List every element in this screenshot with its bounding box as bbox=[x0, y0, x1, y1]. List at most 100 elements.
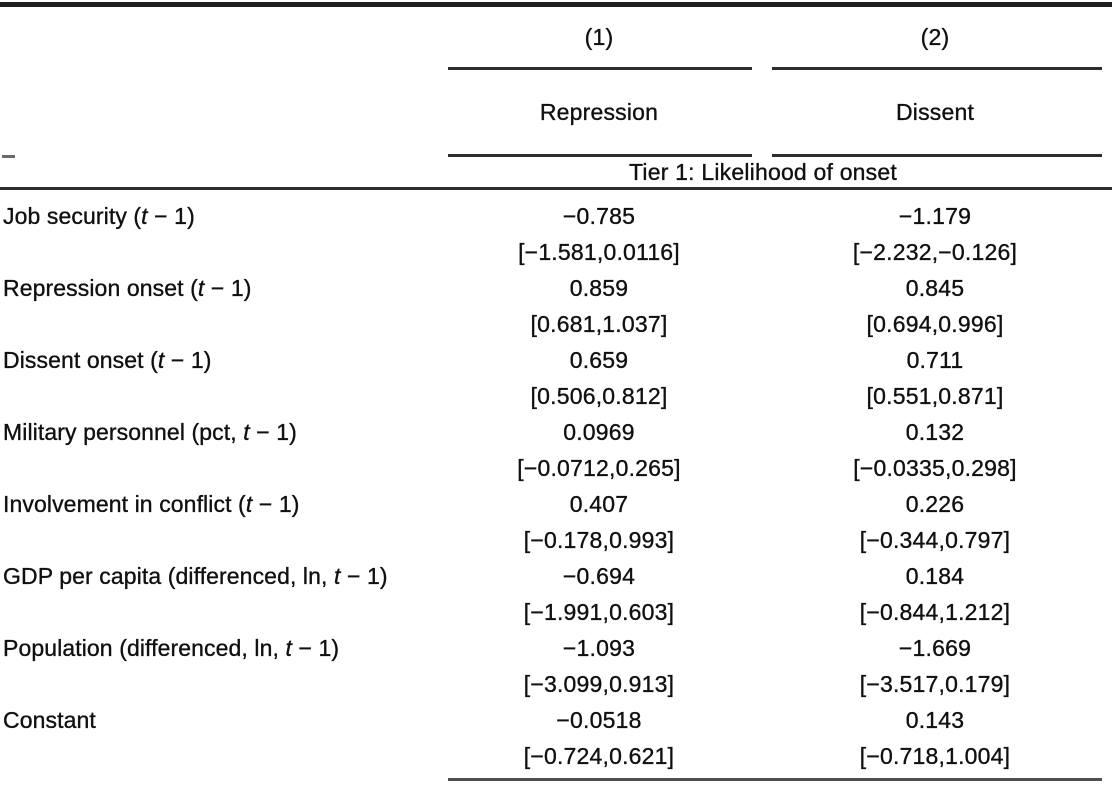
cell-model-1: 0.0969 [−0.0712,0.265] bbox=[440, 414, 758, 486]
table-row: Repression onset (t − 1) 0.859 [0.681,1.… bbox=[0, 270, 1112, 342]
scan-artifact-dash bbox=[2, 155, 15, 158]
row-label-text: − 1) bbox=[147, 203, 195, 229]
spacer bbox=[758, 67, 1112, 70]
row-label-variable: t bbox=[197, 275, 205, 301]
row-label: Repression onset (t − 1) bbox=[0, 270, 440, 342]
row-label-text: Military personnel (pct, bbox=[3, 419, 244, 445]
column-2-rule bbox=[772, 67, 1102, 70]
coefficient: −1.669 bbox=[898, 635, 972, 661]
coefficient: 0.659 bbox=[569, 347, 629, 373]
table-row: Involvement in conflict (t − 1) 0.407 [−… bbox=[0, 486, 1112, 558]
credible-interval: [−0.344,0.797] bbox=[859, 527, 1011, 553]
coefficient: 0.845 bbox=[905, 275, 965, 301]
table-top-rule bbox=[0, 2, 1112, 7]
row-label-text: Dissent onset ( bbox=[3, 347, 158, 373]
credible-interval: [−0.724,0.621] bbox=[523, 743, 675, 769]
cell-model-1: 0.407 [−0.178,0.993] bbox=[440, 486, 758, 558]
coefficient: −0.785 bbox=[562, 203, 636, 229]
row-label: Dissent onset (t − 1) bbox=[0, 342, 440, 414]
table-body: Job security (t − 1) −0.785 [−1.581,0.01… bbox=[0, 190, 1112, 774]
row-label: GDP per capita (differenced, ln, t − 1) bbox=[0, 558, 440, 630]
coefficient: 0.143 bbox=[905, 707, 965, 733]
model-1-number: (1) bbox=[584, 23, 614, 50]
table-bottom-rule-row bbox=[0, 778, 1112, 781]
table-row: Population (differenced, ln, t − 1) −1.0… bbox=[0, 630, 1112, 702]
table-row: GDP per capita (differenced, ln, t − 1) … bbox=[0, 558, 1112, 630]
spacer bbox=[758, 154, 1112, 157]
coefficient: −1.093 bbox=[562, 635, 636, 661]
row-label-text: Job security ( bbox=[3, 203, 142, 229]
coefficient: 0.859 bbox=[569, 275, 629, 301]
coefficient: 0.711 bbox=[906, 347, 964, 373]
credible-interval: [−1.581,0.0116] bbox=[518, 239, 680, 265]
row-label-text: Involvement in conflict ( bbox=[3, 491, 246, 517]
cell-model-2: −1.669 [−3.517,0.179] bbox=[758, 630, 1112, 702]
column-1-rule bbox=[448, 154, 752, 157]
dependent-variable-row: Repression Dissent bbox=[0, 70, 1112, 154]
row-label-text: Constant bbox=[3, 707, 96, 733]
cell-model-2: 0.226 [−0.344,0.797] bbox=[758, 486, 1112, 558]
cell-model-2: 0.711 [0.551,0.871] bbox=[758, 342, 1112, 414]
row-label-variable: t bbox=[157, 347, 165, 373]
row-label-variable: t bbox=[243, 419, 250, 445]
credible-interval: [−0.0335,0.298] bbox=[853, 455, 1017, 481]
model-number-row: (1) (2) bbox=[0, 7, 1112, 67]
credible-interval: [−0.718,1.004] bbox=[859, 743, 1011, 769]
coefficient: 0.226 bbox=[905, 491, 965, 517]
spacer bbox=[0, 778, 440, 781]
row-label-text: Population (differenced, ln, bbox=[3, 635, 286, 661]
column-header-dissent: Dissent bbox=[895, 98, 975, 125]
cell-model-1: −0.0518 [−0.724,0.621] bbox=[440, 702, 758, 774]
credible-interval: [−0.844,1.212] bbox=[859, 599, 1011, 625]
spacer bbox=[0, 67, 440, 70]
cell-model-2: 0.143 [−0.718,1.004] bbox=[758, 702, 1112, 774]
credible-interval: [0.551,0.871] bbox=[866, 383, 1004, 409]
model-number-rules bbox=[0, 67, 1112, 70]
row-label: Constant bbox=[0, 702, 440, 774]
row-label-text: − 1) bbox=[252, 491, 300, 517]
row-label-text: − 1) bbox=[292, 635, 340, 661]
credible-interval: [−3.099,0.913] bbox=[523, 671, 675, 697]
cell-model-2: 0.132 [−0.0335,0.298] bbox=[758, 414, 1112, 486]
section-header-row: Tier 1: Likelihood of onset bbox=[0, 157, 1112, 187]
column-header-repression: Repression bbox=[539, 98, 659, 125]
coefficient: 0.407 bbox=[569, 491, 629, 517]
cell-model-2: 0.184 [−0.844,1.212] bbox=[758, 558, 1112, 630]
credible-interval: [0.506,0.812] bbox=[530, 383, 668, 409]
table-row: Job security (t − 1) −0.785 [−1.581,0.01… bbox=[0, 198, 1112, 270]
coefficient: 0.0969 bbox=[563, 419, 635, 445]
credible-interval: [−1.991,0.603] bbox=[523, 599, 675, 625]
cell-model-2: −1.179 [−2.232,−0.126] bbox=[758, 198, 1112, 270]
row-label-variable: t bbox=[141, 203, 148, 229]
table-mid-rule bbox=[0, 187, 1112, 190]
credible-interval: [0.681,1.037] bbox=[530, 311, 668, 337]
credible-interval: [−2.232,−0.126] bbox=[852, 239, 1018, 265]
row-label: Military personnel (pct, t − 1) bbox=[0, 414, 440, 486]
model-2-number: (2) bbox=[920, 23, 950, 50]
spacer bbox=[0, 154, 440, 157]
coefficient: −0.694 bbox=[562, 563, 636, 589]
cell-model-1: −0.694 [−1.991,0.603] bbox=[440, 558, 758, 630]
section-header: Tier 1: Likelihood of onset bbox=[629, 158, 897, 185]
coefficient: −1.179 bbox=[898, 203, 972, 229]
row-label: Involvement in conflict (t − 1) bbox=[0, 486, 440, 558]
cell-model-1: −0.785 [−1.581,0.0116] bbox=[440, 198, 758, 270]
table-row: Dissent onset (t − 1) 0.659 [0.506,0.812… bbox=[0, 342, 1112, 414]
cell-model-1: 0.859 [0.681,1.037] bbox=[440, 270, 758, 342]
column-1-rule bbox=[448, 67, 752, 70]
row-label-text: Repression onset ( bbox=[3, 275, 198, 301]
spacer bbox=[440, 154, 758, 157]
row-label-text: − 1) bbox=[164, 347, 212, 373]
credible-interval: [−0.0712,0.265] bbox=[517, 455, 681, 481]
row-label-text: − 1) bbox=[249, 419, 297, 445]
row-label: Population (differenced, ln, t − 1) bbox=[0, 630, 440, 702]
row-label-text: − 1) bbox=[204, 275, 252, 301]
spacer bbox=[440, 67, 758, 70]
cell-model-1: −1.093 [−3.099,0.913] bbox=[440, 630, 758, 702]
credible-interval: [0.694,0.996] bbox=[866, 311, 1004, 337]
table-row: Military personnel (pct, t − 1) 0.0969 [… bbox=[0, 414, 1112, 486]
credible-interval: [−0.178,0.993] bbox=[523, 527, 675, 553]
row-label-text: GDP per capita (differenced, ln, bbox=[3, 563, 335, 589]
row-label-variable: t bbox=[245, 491, 253, 517]
